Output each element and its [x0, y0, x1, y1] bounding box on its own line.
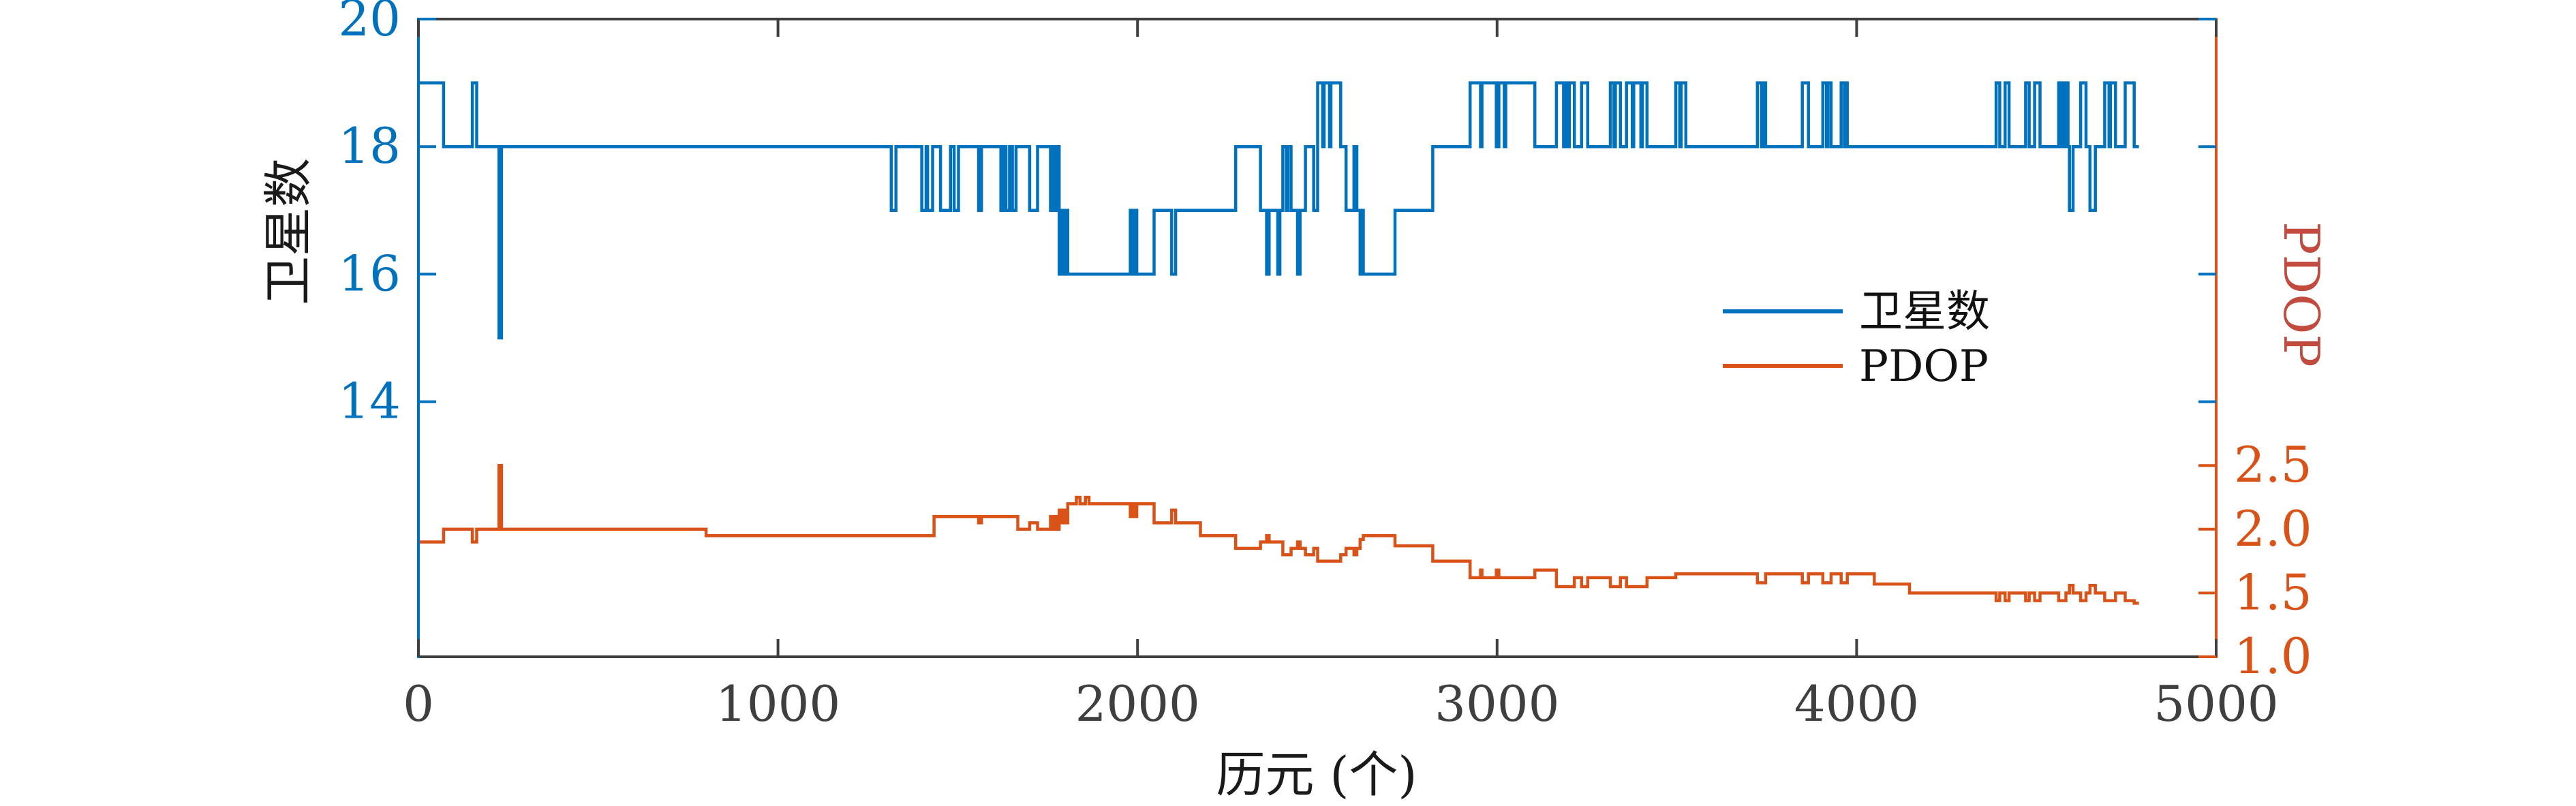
x-tick-label: 3000 — [1435, 675, 1559, 732]
right-tick-label: 2.0 — [2234, 500, 2312, 557]
x-tick-label: 4000 — [1794, 675, 1919, 732]
x-tick-label: 1000 — [716, 675, 840, 732]
left-tick-label: 14 — [338, 373, 401, 430]
right-axis-title: PDOP — [2273, 221, 2330, 367]
x-tick-label: 5000 — [2153, 675, 2278, 732]
right-tick-label: 1.5 — [2234, 563, 2312, 621]
x-tick-label: 0 — [403, 675, 434, 732]
right-tick-label: 1.0 — [2234, 627, 2312, 685]
x-tick-label: 2000 — [1075, 675, 1200, 732]
pdop-line — [418, 463, 2139, 605]
right-tick-label: 2.5 — [2234, 436, 2312, 493]
axes-frame — [417, 18, 2218, 658]
legend: 卫星数 PDOP — [1723, 287, 1990, 392]
left-tick-label: 20 — [338, 0, 401, 47]
legend-label-satellites: 卫星数 — [1859, 287, 1990, 337]
legend-label-pdop: PDOP — [1859, 341, 1989, 392]
tick-layer: 0 1000 2000 3000 4000 5000 14 16 18 20 1.0 1.5 2.0 2.… — [338, 0, 2312, 732]
left-tick-label: 18 — [338, 117, 401, 174]
satellite-count-line — [418, 81, 2139, 340]
trace-layer — [418, 81, 2139, 605]
x-axis-title: 历元 (个) — [1216, 746, 1417, 803]
left-axis-title: 卫星数 — [260, 158, 317, 305]
left-tick-label: 16 — [338, 245, 401, 302]
